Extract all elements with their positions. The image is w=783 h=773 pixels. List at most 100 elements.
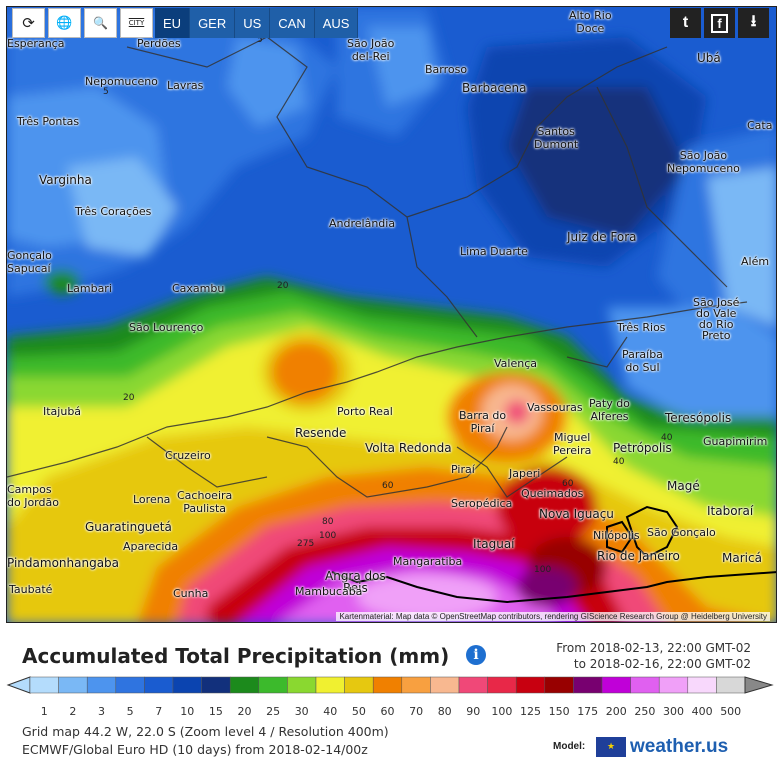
city-label: Cachoeira Paulista — [177, 489, 233, 515]
share-buttons: t f ⭳ — [670, 8, 769, 38]
city-label: Nilópolis — [593, 529, 640, 542]
legend-arrow-low — [6, 676, 31, 694]
legend-swatch — [258, 676, 288, 694]
legend-swatch — [344, 676, 374, 694]
region-tab-ger[interactable]: GER — [190, 8, 236, 38]
city-label: Nova Iguaçu — [539, 507, 614, 521]
legend-swatch — [144, 676, 174, 694]
refresh-button[interactable]: ⟳ — [12, 8, 45, 38]
isoline-label: 20 — [123, 393, 135, 403]
region-tab-eu[interactable]: EU — [155, 8, 191, 38]
region-tab-can[interactable]: CAN — [270, 8, 315, 38]
region-tab-us[interactable]: US — [235, 8, 271, 38]
legend-value: 40 — [323, 705, 337, 718]
city-label: Itaguaí — [473, 537, 515, 551]
twitter-button[interactable]: t — [670, 8, 701, 38]
legend-swatch — [630, 676, 660, 694]
legend-value: 175 — [577, 705, 598, 718]
legend-value: 20 — [238, 705, 252, 718]
region-tab-aus[interactable]: AUS — [314, 8, 359, 38]
isoline-label: 40 — [661, 433, 673, 443]
city-label: Itaboraí — [707, 504, 754, 518]
city-label: Lambari — [67, 282, 112, 295]
legend-value: 125 — [520, 705, 541, 718]
legend-value: 70 — [409, 705, 423, 718]
weather-us-logo[interactable]: ★ weather.us — [596, 736, 728, 758]
isoline-label: 60 — [382, 481, 394, 491]
city-label: Paraíba do Sul — [622, 348, 663, 374]
legend-swatch — [601, 676, 631, 694]
city-label: Paty do Alferes — [589, 397, 630, 423]
legend-value: 60 — [381, 705, 395, 718]
city-label: São Gonçalo — [647, 526, 716, 539]
city-label: Três Corações — [75, 205, 152, 218]
city-label: Resende — [295, 426, 347, 440]
city-label: Maricá — [722, 551, 762, 565]
legend-swatch — [29, 676, 59, 694]
refresh-icon: ⟳ — [22, 14, 35, 32]
date-range: From 2018-02-13, 22:00 GMT-02 to 2018-02… — [556, 640, 751, 672]
precipitation-map[interactable]: Alto Rio Doce Esperança Perdões São João… — [6, 6, 777, 623]
legend-value: 5 — [127, 705, 134, 718]
map-attribution[interactable]: Kartenmaterial: Map data © OpenStreetMap… — [336, 612, 770, 621]
legend-value: 2 — [69, 705, 76, 718]
legend-value: 80 — [438, 705, 452, 718]
legend-value: 7 — [155, 705, 162, 718]
legend-swatch — [544, 676, 574, 694]
legend-swatch — [86, 676, 117, 694]
city-label: Pindamonhangaba — [7, 556, 120, 570]
city-label: Magé — [667, 479, 700, 493]
legend-value: 300 — [663, 705, 684, 718]
facebook-button[interactable]: f — [704, 8, 735, 38]
city-label: São Lourenço — [129, 321, 204, 334]
isoline-label: 275 — [297, 539, 315, 549]
city-label: Volta Redonda — [365, 441, 452, 455]
map-toolbar: ⟳ 🌐 🔍 CITY — [12, 8, 153, 38]
legend-value: 3 — [98, 705, 105, 718]
city-label: Três Rios — [617, 321, 666, 334]
city-label: Varginha — [39, 173, 92, 187]
info-icon[interactable]: i — [466, 645, 486, 665]
city-label: Vassouras — [527, 401, 583, 414]
city-label: São José do Vale do Rio Preto — [693, 296, 740, 342]
date-from: From 2018-02-13, 22:00 GMT-02 — [556, 641, 751, 655]
legend-value: 30 — [295, 705, 309, 718]
city-label: São João del-Rei — [347, 37, 395, 63]
legend-value: 500 — [720, 705, 741, 718]
isoline-label: 60 — [562, 479, 574, 489]
isoline-label: 100 — [534, 565, 552, 575]
model-label: Model: — [553, 741, 586, 752]
precipitation-field — [7, 7, 776, 622]
city-label: Cruzeiro — [165, 449, 211, 462]
city-toggle-button[interactable]: CITY — [120, 8, 153, 38]
city-label: Taubaté — [9, 583, 53, 596]
legend-arrow-high — [744, 676, 774, 694]
isoline-label: 80 — [322, 517, 334, 527]
city-label: Cata — [747, 119, 773, 132]
color-legend: 1 2 3 5 7 10 15 20 25 30 40 50 60 70 80 90 100 125 150 175 2… — [6, 676, 777, 724]
legend-swatch — [458, 676, 488, 694]
city-label: Gonçalo Sapucaí — [7, 249, 52, 275]
legend-value: 150 — [549, 705, 570, 718]
map-title: Accumulated Total Precipitation (mm) — [22, 644, 450, 668]
legend-value: 400 — [692, 705, 713, 718]
isoline-label: 100 — [319, 531, 337, 541]
city-label: Alto Rio Doce — [569, 9, 612, 35]
city-label: Lorena — [133, 493, 171, 506]
brand-name: weather.us — [630, 736, 729, 757]
city-label: Lavras — [167, 79, 204, 92]
legend-swatch — [658, 676, 689, 694]
city-label: Angra dos Reis — [325, 569, 386, 595]
globe-button[interactable]: 🌐 — [48, 8, 81, 38]
zoom-button[interactable]: 🔍 — [84, 8, 117, 38]
download-button[interactable]: ⭳ — [738, 8, 769, 38]
city-label: Mambucaba — [295, 585, 363, 598]
model-run-info: ECMWF/Global Euro HD (10 days) from 2018… — [22, 742, 368, 757]
legend-swatch — [515, 676, 546, 694]
city-label: Cunha — [173, 587, 209, 600]
city-label: Perdões — [137, 37, 181, 50]
eu-flag-icon: ★ — [596, 737, 626, 757]
legend-value: 1 — [41, 705, 48, 718]
legend-swatch — [401, 676, 431, 694]
city-label: Barroso — [425, 63, 468, 76]
